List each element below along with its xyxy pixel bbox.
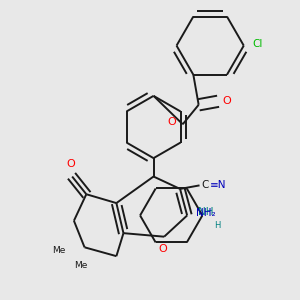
Text: NH₂: NH₂ <box>196 208 216 218</box>
Text: Cl: Cl <box>253 39 263 49</box>
Text: C: C <box>201 180 209 190</box>
Text: O: O <box>168 118 176 128</box>
Text: Me: Me <box>74 262 88 271</box>
Text: NH: NH <box>198 207 213 217</box>
Text: O: O <box>158 244 167 254</box>
Text: ≡N: ≡N <box>210 180 227 190</box>
Text: Me: Me <box>52 246 65 255</box>
Text: H: H <box>214 221 220 230</box>
Text: O: O <box>222 96 231 106</box>
Text: O: O <box>66 159 75 169</box>
